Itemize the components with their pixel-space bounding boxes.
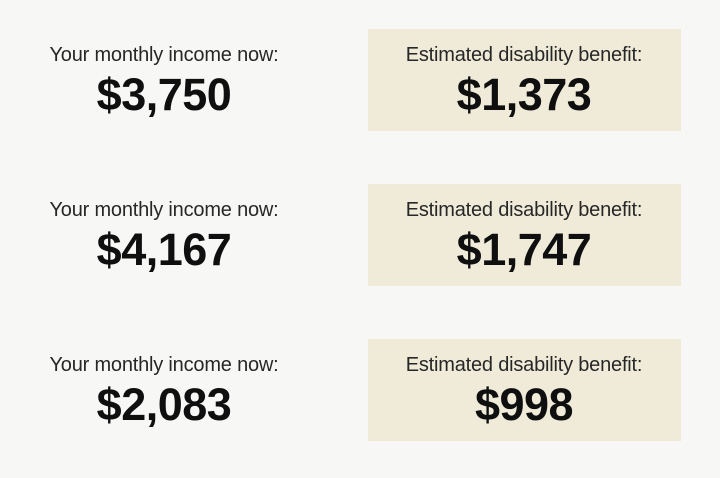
- benefit-value: $1,373: [456, 68, 592, 120]
- comparison-row-3: Your monthly income now: $2,083 Estimate…: [0, 339, 720, 441]
- income-panel-3: Your monthly income now: $2,083: [0, 354, 328, 427]
- income-panel-2: Your monthly income now: $4,167: [0, 199, 328, 272]
- benefit-label: Estimated disability benefit:: [405, 43, 643, 66]
- income-value: $4,167: [96, 223, 232, 275]
- benefit-value: $1,747: [456, 223, 592, 275]
- benefit-box-2: Estimated disability benefit: $1,747: [367, 184, 681, 286]
- benefit-cell-1: Estimated disability benefit: $1,373: [328, 29, 720, 131]
- benefit-cell-2: Estimated disability benefit: $1,747: [328, 184, 720, 286]
- income-value: $2,083: [96, 378, 232, 430]
- benefit-value: $998: [474, 378, 574, 430]
- income-panel-1: Your monthly income now: $3,750: [0, 44, 328, 117]
- benefit-box-3: Estimated disability benefit: $998: [367, 339, 681, 441]
- benefit-label: Estimated disability benefit:: [405, 353, 643, 376]
- comparison-row-2: Your monthly income now: $4,167 Estimate…: [0, 184, 720, 286]
- income-label: Your monthly income now:: [49, 43, 279, 66]
- income-value: $3,750: [96, 68, 232, 120]
- comparison-row-1: Your monthly income now: $3,750 Estimate…: [0, 29, 720, 131]
- income-label: Your monthly income now:: [49, 353, 279, 376]
- benefit-label: Estimated disability benefit:: [405, 198, 643, 221]
- income-label: Your monthly income now:: [49, 198, 279, 221]
- benefit-box-1: Estimated disability benefit: $1,373: [367, 29, 681, 131]
- benefit-cell-3: Estimated disability benefit: $998: [328, 339, 720, 441]
